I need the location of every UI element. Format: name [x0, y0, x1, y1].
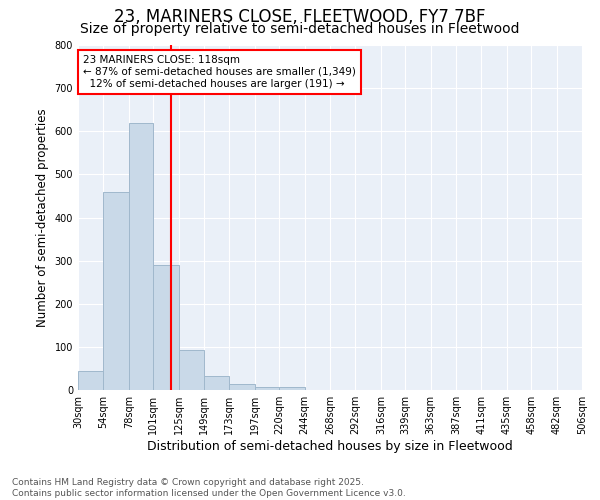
- Bar: [153, 264, 179, 390]
- Text: Contains HM Land Registry data © Crown copyright and database right 2025.
Contai: Contains HM Land Registry data © Crown c…: [12, 478, 406, 498]
- Bar: [179, 350, 204, 390]
- Bar: [129, 124, 153, 390]
- Y-axis label: Number of semi-detached properties: Number of semi-detached properties: [36, 108, 49, 327]
- Text: 23 MARINERS CLOSE: 118sqm
← 87% of semi-detached houses are smaller (1,349)
  12: 23 MARINERS CLOSE: 118sqm ← 87% of semi-…: [83, 56, 356, 88]
- Bar: [78, 370, 103, 390]
- Bar: [229, 384, 255, 390]
- Bar: [279, 387, 305, 390]
- Bar: [255, 387, 279, 390]
- Text: Size of property relative to semi-detached houses in Fleetwood: Size of property relative to semi-detach…: [80, 22, 520, 36]
- X-axis label: Distribution of semi-detached houses by size in Fleetwood: Distribution of semi-detached houses by …: [147, 440, 513, 453]
- Bar: [103, 192, 129, 390]
- Text: 23, MARINERS CLOSE, FLEETWOOD, FY7 7BF: 23, MARINERS CLOSE, FLEETWOOD, FY7 7BF: [114, 8, 486, 26]
- Bar: [204, 376, 229, 390]
